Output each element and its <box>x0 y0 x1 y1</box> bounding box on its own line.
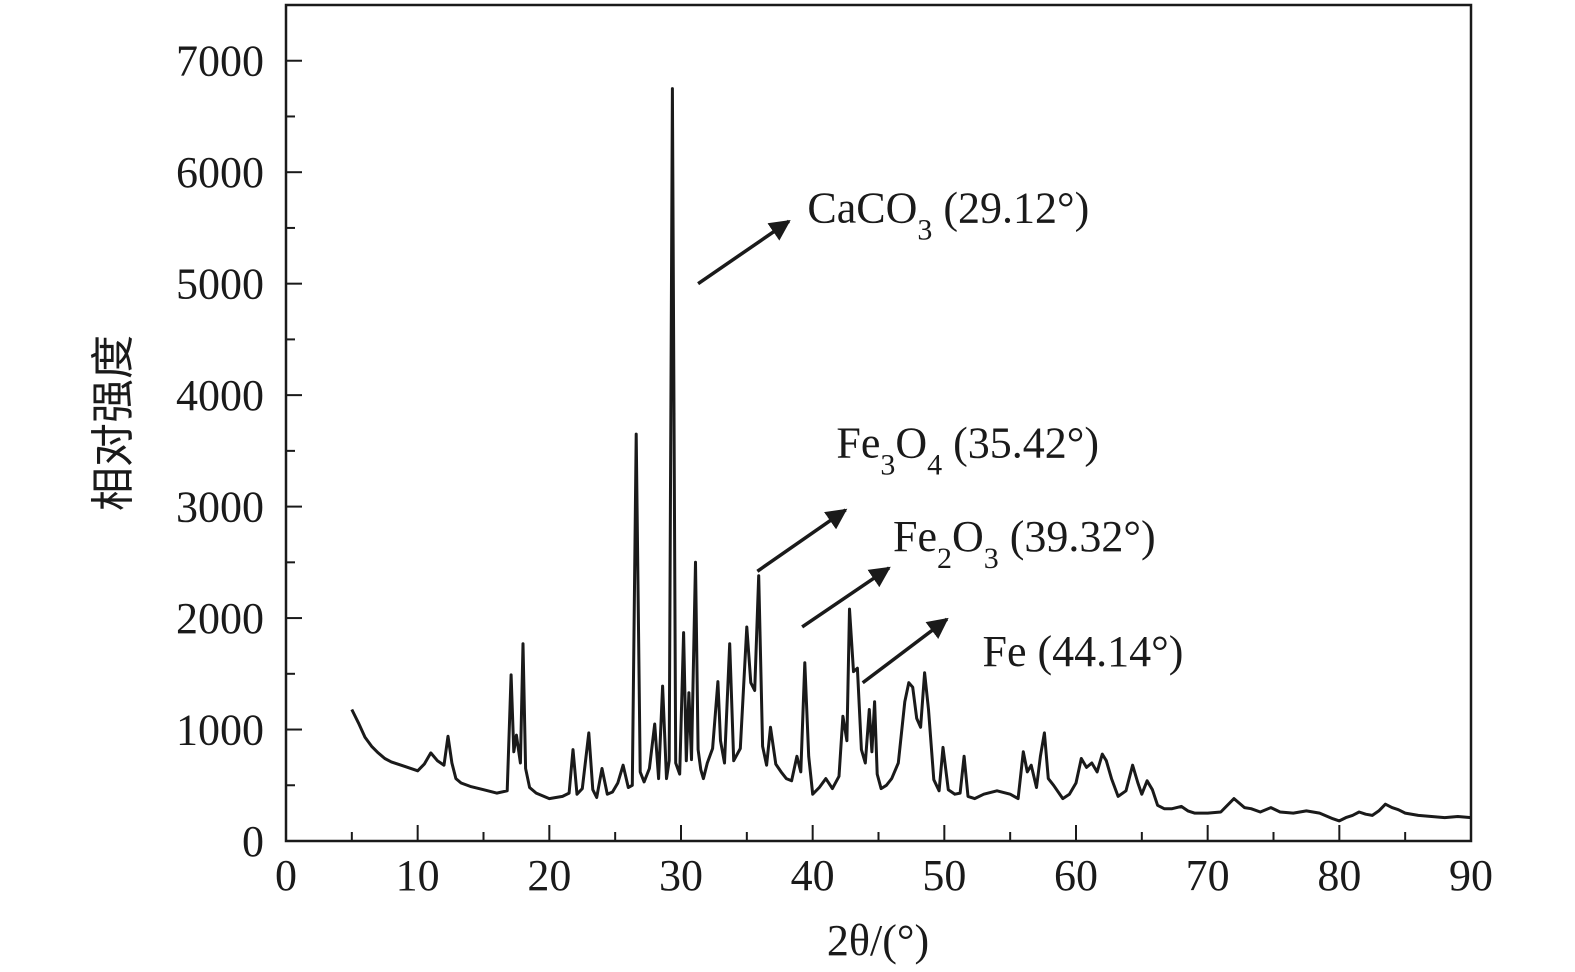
x-tick-label: 30 <box>659 851 703 900</box>
x-tick-label: 10 <box>396 851 440 900</box>
annotation-arrow <box>756 508 848 573</box>
x-tick-label: 0 <box>275 851 297 900</box>
peak-annotation-label: CaCO3 (29.12°) <box>807 183 1089 246</box>
y-tick-label: 5000 <box>176 260 264 309</box>
peak-annotations: CaCO3 (29.12°) Fe3O4 (35.42°) Fe2O3 (39.32… <box>697 183 1184 685</box>
y-tick-label: 4000 <box>176 371 264 420</box>
annotation-arrow <box>697 219 791 286</box>
x-axis-label: 2θ/(°) <box>827 916 929 965</box>
y-tick-label: 6000 <box>176 148 264 197</box>
x-tick-label: 40 <box>791 851 835 900</box>
x-tick-label: 60 <box>1054 851 1098 900</box>
annotation-arrow <box>861 617 949 685</box>
x-axis: 0 10 20 30 40 50 60 70 80 90 <box>275 825 1493 900</box>
x-tick-label: 70 <box>1186 851 1230 900</box>
y-tick-label: 1000 <box>176 706 264 755</box>
y-tick-label: 3000 <box>176 483 264 532</box>
y-axis-label: 相对强度 <box>89 335 138 511</box>
annotation-arrow <box>801 566 891 629</box>
y-tick-label: 7000 <box>176 37 264 86</box>
peak-annotation-label: Fe3O4 (35.42°) <box>836 419 1099 482</box>
x-tick-label: 20 <box>527 851 571 900</box>
peak-annotation-label: Fe (44.14°) <box>983 627 1184 676</box>
xrd-pattern-line <box>350 87 1472 823</box>
y-tick-label: 2000 <box>176 594 264 643</box>
y-tick-label: 0 <box>242 817 264 866</box>
x-tick-label: 90 <box>1449 851 1493 900</box>
x-tick-label: 80 <box>1317 851 1361 900</box>
y-axis: 0 1000 2000 3000 4000 5000 6000 7000 <box>176 4 302 866</box>
x-tick-label: 50 <box>922 851 966 900</box>
peak-annotation-label: Fe2O3 (39.32°) <box>893 512 1156 575</box>
